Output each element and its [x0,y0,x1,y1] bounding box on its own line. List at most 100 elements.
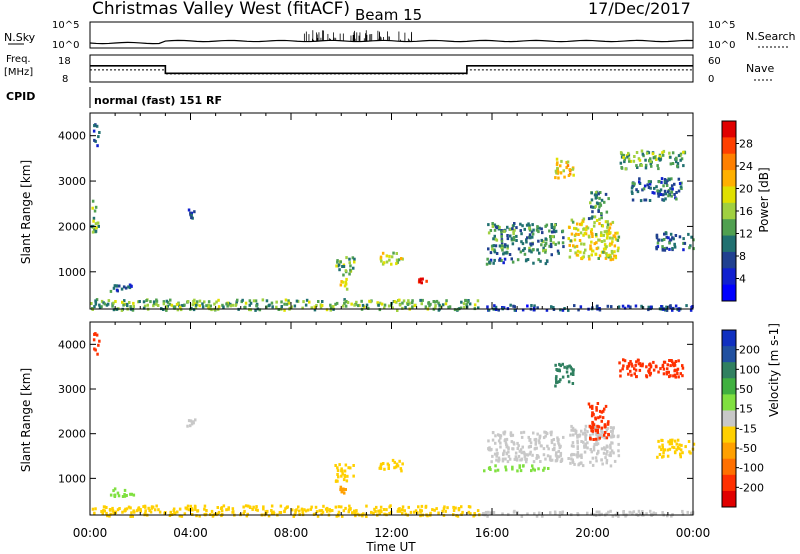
range-gate-cell [514,451,518,455]
range-gate-cell [606,422,610,426]
range-gate-cell [225,508,228,512]
range-gate-cell [103,505,107,509]
range-gate-cell [649,186,652,190]
range-gate-cell [669,187,672,191]
range-gate-cell [581,219,585,223]
range-gate-cell [523,454,527,458]
range-gate-cell [231,303,234,307]
range-gate-cell [610,242,613,246]
range-gate-cell [617,454,621,458]
range-gate-cell [472,514,475,518]
range-gate-cell [600,419,603,423]
range-gate-cell [649,371,652,375]
range-gate-cell [505,437,509,441]
range-gate-cell [525,238,528,242]
noise-right-tick-top: 10^5 [708,20,735,31]
cpid-label: CPID [6,90,35,103]
noise-right-tick-bottom: 10^0 [708,40,735,51]
range-gate-cell [590,240,593,244]
freq-panel: Freq. [MHz] 18 8 60 0 Nave [4,54,774,85]
range-gate-cell [504,438,507,442]
colorbar-segment [722,362,736,379]
range-gate-cell [550,439,554,442]
range-gate-cell [353,512,357,516]
range-gate-cell [605,512,608,516]
range-gate-cell [112,301,115,305]
colorbar-segment [722,442,736,460]
range-gate-cell [176,510,179,514]
range-gate-cell [492,244,495,248]
range-gate-cell [334,505,338,509]
range-gate-cell [500,244,504,248]
range-gate-cell [116,491,120,495]
range-gate-cell [599,203,603,207]
range-gate-cell [543,430,546,434]
range-gate-cell [437,301,440,305]
range-gate-cell [424,305,428,309]
range-gate-cell [123,509,126,513]
range-gate-cell [537,467,540,471]
range-gate-cell [653,191,656,195]
range-gate-cell [670,194,673,198]
range-gate-cell [93,227,96,231]
range-gate-cell [627,364,631,368]
range-gate-cell [544,248,547,252]
range-gate-cell [340,490,343,494]
power-y-axis-label: Slant Range [km] [19,160,33,264]
range-gate-cell [620,166,623,169]
range-gate-cell [594,417,597,421]
range-gate-cell [660,177,664,181]
range-gate-cell [502,306,506,310]
range-gate-cell [613,235,617,239]
range-gate-cell [335,264,338,268]
range-gate-cell [656,245,660,249]
range-gate-cell [671,151,675,155]
range-gate-cell [143,304,147,308]
range-gate-cell [129,506,132,510]
range-gate-cell [651,191,654,195]
range-gate-cell [169,298,172,302]
range-gate-cell [387,467,390,470]
scatter-patch [567,217,621,262]
range-gate-cell [106,514,109,518]
range-gate-cell [554,453,558,457]
range-gate-cell [316,514,320,518]
range-gate-cell [663,189,667,193]
range-gate-cell [511,467,514,471]
range-gate-cell [95,298,99,302]
range-gate-cell [416,511,419,515]
colorbar-segment [722,235,736,253]
range-gate-cell [590,512,593,516]
range-gate-cell [113,487,117,491]
range-gate-cell [132,301,135,305]
range-gate-cell [358,303,361,307]
range-gate-cell [402,299,406,303]
range-gate-cell [497,433,500,437]
range-gate-cell [489,511,493,515]
range-gate-cell [420,302,423,306]
range-gate-cell [558,511,562,515]
range-gate-cell [591,404,594,408]
range-gate-cell [111,506,114,510]
range-gate-cell [606,220,609,224]
range-gate-cell [671,445,674,449]
range-gate-cell [676,164,679,168]
range-gate-cell [617,514,620,518]
y-tick-label: 4000 [58,338,86,351]
range-gate-cell [676,446,680,449]
range-gate-cell [295,299,299,303]
range-gate-cell [590,414,594,418]
range-gate-cell [291,508,294,512]
range-gate-cell [493,223,497,227]
range-gate-cell [668,178,671,182]
range-gate-cell [198,304,201,308]
range-gate-cell [605,210,609,214]
range-gate-cell [575,253,579,257]
range-gate-cell [515,234,518,238]
range-gate-cell [473,512,476,515]
range-gate-cell [310,505,313,509]
range-gate-cell [494,464,497,468]
range-gate-cell [605,452,608,456]
range-gate-cell [645,375,649,379]
range-gate-cell [493,304,496,308]
